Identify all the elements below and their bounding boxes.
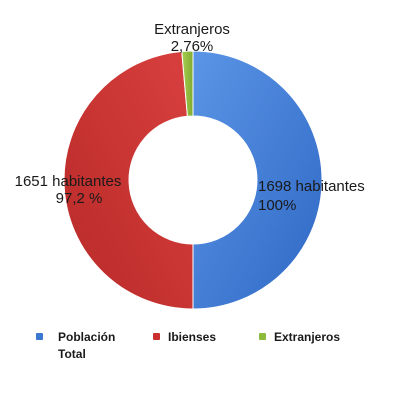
- label-extranjeros-percent: 2,76%: [170, 38, 214, 55]
- legend-label-poblacion: Población: [58, 330, 116, 344]
- slice-ibienses: [63, 50, 194, 310]
- label-ibienses-count: 1651 habitantes: [14, 173, 122, 190]
- slice-poblacion-total: [192, 50, 323, 310]
- slice-extranjeros: [181, 50, 194, 117]
- legend-label-ibienses: Ibienses: [168, 330, 217, 344]
- legend-swatch-red: [153, 333, 160, 340]
- chart-legend: Población Total Ibienses Extranjeros: [0, 329, 400, 369]
- label-ibienses: 1651 habitantes 97,2 %: [4, 173, 132, 207]
- legend-label-extranjeros: Extranjeros: [274, 330, 341, 344]
- legend-label-poblacion-total: Población Total: [58, 329, 138, 363]
- label-poblacion-total-count: 1698 habitantes: [258, 178, 365, 195]
- legend-swatch-green: [259, 333, 266, 340]
- legend-label-total: Total: [58, 347, 86, 361]
- legend-swatch-blue: [36, 333, 43, 340]
- label-poblacion-total: 1698 habitantes 100%: [258, 178, 398, 214]
- label-extranjeros-title: Extranjeros: [154, 21, 230, 38]
- label-extranjeros: Extranjeros 2,76%: [142, 21, 242, 55]
- label-poblacion-total-percent: 100%: [258, 197, 297, 214]
- label-ibienses-percent: 97,2 %: [55, 190, 103, 207]
